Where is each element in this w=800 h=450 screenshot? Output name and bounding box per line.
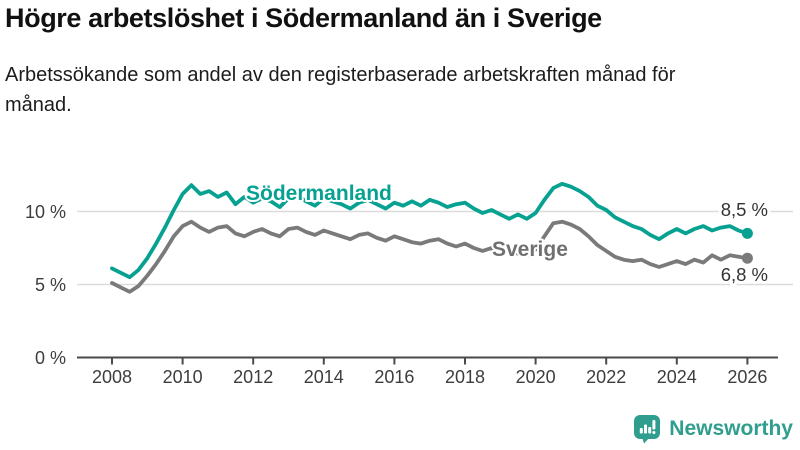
page-title: Högre arbetslöshet i Södermanland än i S… (5, 3, 602, 33)
series-line-södermanland (110, 181, 750, 280)
x-axis-ticks (111, 357, 749, 365)
x-tick-label: 2020 (516, 367, 556, 387)
newsworthy-logo: Newsworthy (633, 414, 793, 444)
series-label-sverige: Sverige (492, 238, 568, 261)
x-axis-tick-labels: 2008 2010 2012 2014 2016 2018 2020 2022 2024 2026 (92, 367, 767, 387)
series-lines (110, 181, 753, 294)
y-tick-label-10: 10 % (25, 202, 66, 222)
x-tick-label: 2024 (657, 367, 697, 387)
y-tick-label-0: 0 % (35, 348, 66, 368)
x-tick-label: 2008 (92, 367, 132, 387)
series-line-sverige (110, 219, 750, 294)
end-value-label-sodermanland: 8,5 % (721, 199, 768, 220)
x-tick-label: 2010 (163, 367, 203, 387)
series-endpoint-dot-södermanland (741, 227, 753, 239)
newsworthy-wordmark: Newsworthy (669, 417, 793, 440)
series-endpoint-dot-sverige (741, 252, 753, 264)
end-value-label-sverige: 6,8 % (721, 264, 768, 285)
x-tick-label: 2016 (374, 367, 414, 387)
newsworthy-icon (634, 415, 661, 444)
x-tick-label: 2022 (586, 367, 626, 387)
chart-subtitle: Arbetssökande som andel av den registerb… (5, 64, 676, 116)
series-label-sodermanland: Södermanland (246, 182, 392, 205)
x-tick-label: 2026 (727, 367, 767, 387)
x-tick-label: 2018 (445, 367, 485, 387)
x-tick-label: 2014 (304, 367, 344, 387)
y-tick-label-5: 5 % (35, 275, 66, 295)
x-tick-label: 2012 (233, 367, 273, 387)
